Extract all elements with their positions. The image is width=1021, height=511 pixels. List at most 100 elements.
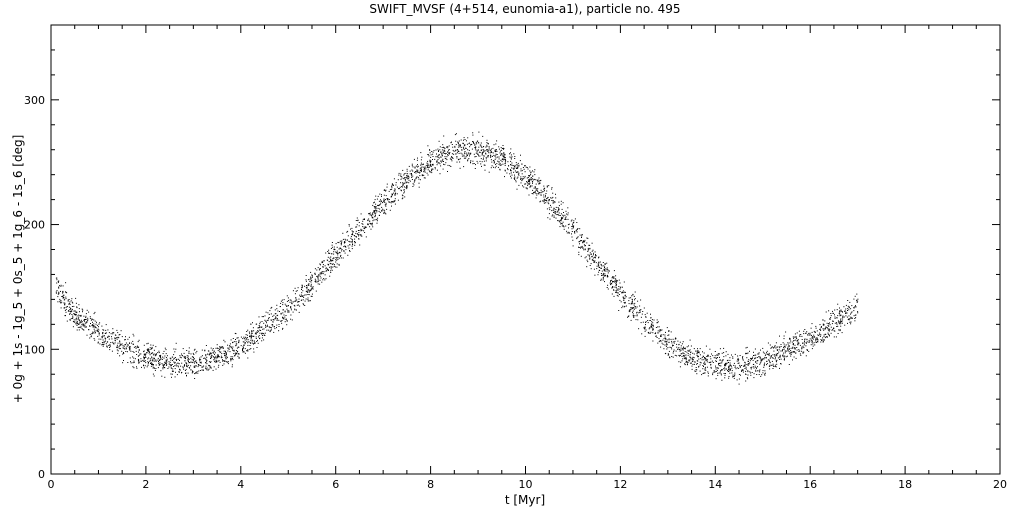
data-point: [330, 272, 332, 273]
data-point: [685, 357, 687, 359]
data-point: [62, 292, 64, 294]
data-point: [423, 174, 425, 176]
data-point: [321, 281, 323, 283]
data-point: [593, 268, 595, 270]
data-point: [647, 322, 649, 324]
data-point: [251, 336, 253, 337]
data-point: [83, 324, 85, 326]
data-point: [331, 246, 333, 248]
data-point: [377, 207, 379, 209]
data-point: [451, 156, 453, 158]
data-point: [420, 167, 422, 169]
data-point: [261, 316, 263, 318]
data-point: [618, 310, 620, 311]
data-point: [172, 356, 174, 358]
data-point: [121, 343, 123, 345]
data-point: [793, 339, 795, 341]
data-point: [801, 339, 803, 340]
data-point: [256, 333, 257, 335]
data-point: [615, 292, 617, 293]
data-point: [513, 168, 515, 170]
data-point: [309, 290, 311, 292]
data-point: [741, 370, 743, 372]
data-point: [58, 291, 60, 293]
data-point: [443, 163, 444, 165]
data-point: [578, 254, 580, 256]
data-point: [70, 308, 72, 310]
data-point: [187, 364, 189, 366]
data-point: [424, 166, 426, 168]
data-point: [206, 363, 208, 365]
data-point: [409, 180, 411, 182]
data-point: [639, 311, 641, 313]
data-point: [590, 268, 592, 270]
data-point: [210, 357, 212, 359]
data-point: [511, 156, 513, 158]
data-point: [443, 147, 445, 149]
data-point: [190, 357, 192, 359]
data-point: [709, 356, 711, 358]
data-point: [488, 171, 490, 173]
data-point: [673, 342, 675, 344]
data-point: [149, 351, 151, 353]
data-point: [604, 269, 605, 271]
data-point: [261, 340, 263, 342]
data-point: [578, 247, 580, 248]
data-point: [173, 354, 175, 356]
data-point: [535, 197, 537, 199]
data-point: [820, 327, 822, 328]
data-point: [762, 351, 764, 353]
data-point: [432, 156, 434, 157]
data-point: [809, 334, 811, 336]
data-point: [266, 329, 268, 331]
data-point: [718, 353, 720, 355]
data-point: [556, 214, 558, 216]
data-point: [606, 270, 608, 272]
data-point: [119, 340, 121, 342]
data-point: [136, 366, 137, 368]
data-point: [533, 187, 535, 189]
data-point: [189, 367, 191, 369]
data-point: [102, 329, 104, 331]
data-point: [305, 290, 307, 292]
data-point: [68, 310, 70, 312]
data-point: [233, 349, 235, 351]
data-point: [744, 361, 746, 363]
data-point: [674, 354, 676, 356]
data-point: [361, 235, 363, 237]
data-point: [774, 355, 776, 357]
data-point: [474, 168, 476, 169]
data-point: [170, 364, 172, 366]
data-point: [833, 327, 835, 329]
data-point: [650, 331, 652, 333]
data-point: [81, 308, 83, 310]
data-point: [734, 353, 736, 355]
data-point: [60, 302, 62, 304]
data-point: [635, 307, 637, 309]
data-point: [476, 152, 478, 154]
data-point: [217, 348, 219, 349]
data-point: [116, 329, 118, 331]
data-point: [492, 147, 494, 149]
data-point: [783, 346, 784, 348]
data-point: [510, 157, 512, 159]
data-point: [725, 365, 726, 367]
data-point: [95, 327, 97, 329]
data-point: [117, 336, 119, 338]
data-point: [510, 170, 511, 172]
data-point: [71, 314, 73, 315]
data-point: [398, 172, 400, 174]
data-point: [364, 232, 366, 233]
data-point: [331, 260, 332, 262]
data-point: [672, 352, 674, 354]
data-point: [143, 350, 145, 352]
data-point: [323, 260, 325, 262]
data-point: [207, 369, 209, 371]
data-point: [155, 353, 157, 355]
data-point: [499, 168, 501, 170]
data-point: [114, 339, 116, 341]
data-point: [458, 152, 460, 154]
data-point: [811, 339, 813, 341]
data-point: [498, 156, 500, 158]
